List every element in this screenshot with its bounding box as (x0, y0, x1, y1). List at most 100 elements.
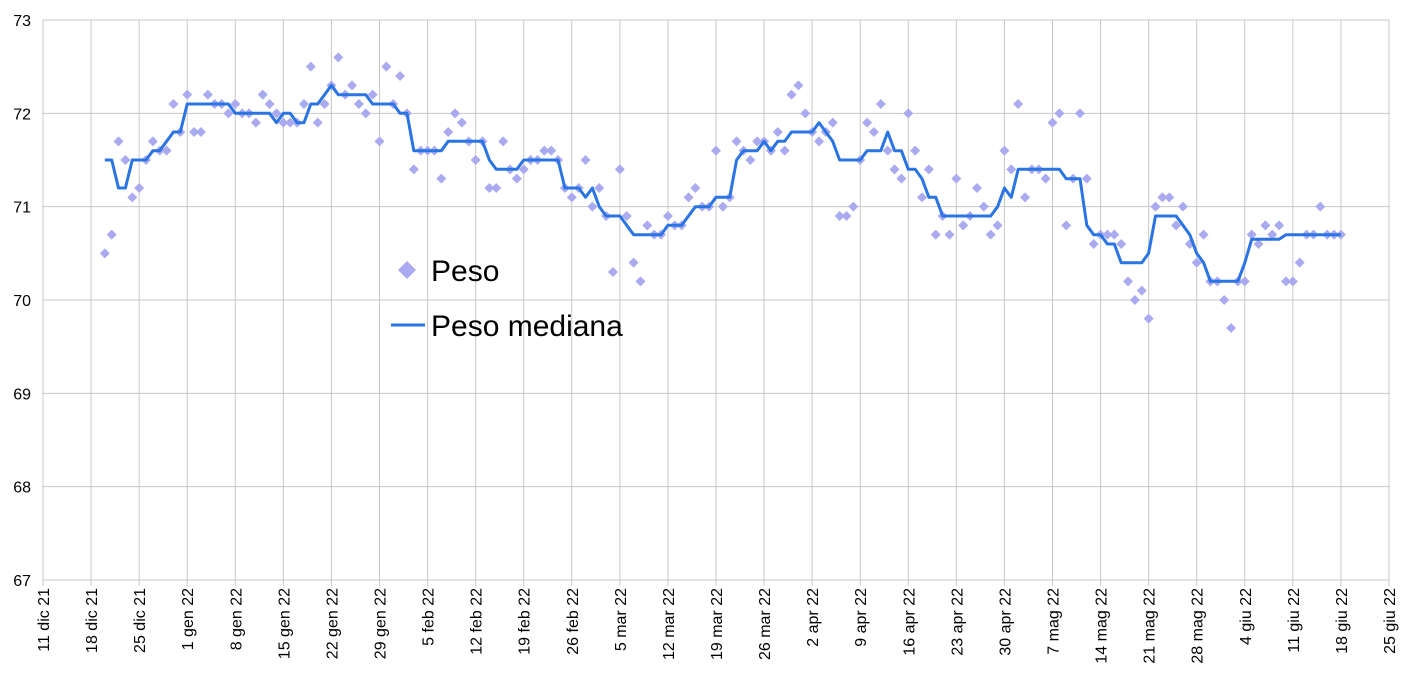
y-tick-label: 72 (13, 106, 31, 123)
point (752, 136, 763, 147)
point (450, 108, 461, 119)
point (882, 145, 893, 156)
point (1020, 192, 1031, 203)
point (875, 99, 886, 109)
point (587, 201, 598, 212)
point (147, 136, 158, 147)
point (580, 155, 591, 165)
point (99, 248, 110, 259)
point (195, 127, 206, 137)
point (298, 99, 309, 109)
point (978, 201, 989, 212)
point (360, 108, 371, 119)
x-tick-label: 21 mag 22 (1142, 588, 1159, 664)
point (910, 145, 921, 156)
point (161, 145, 172, 156)
point (1294, 257, 1305, 268)
x-tick-label: 7 mag 22 (1046, 588, 1063, 655)
point (786, 89, 797, 100)
point (202, 89, 213, 100)
point (1061, 220, 1072, 231)
point (1074, 108, 1085, 119)
point (1274, 220, 1285, 231)
y-tick-label: 71 (13, 200, 31, 217)
y-tick-label: 67 (13, 573, 31, 590)
point (683, 192, 694, 203)
x-tick-label: 25 dic 21 (132, 588, 149, 653)
x-tick-label: 26 mar 22 (757, 588, 774, 660)
x-tick-label: 22 gen 22 (324, 588, 341, 659)
point (944, 229, 955, 240)
point (594, 183, 605, 193)
point (456, 117, 467, 128)
point (1280, 276, 1291, 287)
point (614, 164, 625, 175)
point (628, 257, 639, 268)
point (1315, 201, 1326, 212)
x-tick-label: 29 gen 22 (373, 588, 390, 659)
point (271, 108, 282, 119)
point (484, 183, 495, 193)
point (566, 192, 577, 203)
point (470, 155, 481, 165)
point (1054, 108, 1065, 119)
point (1164, 192, 1175, 203)
x-tick-label: 16 apr 22 (901, 588, 918, 656)
point (1143, 313, 1154, 324)
point (1287, 276, 1298, 287)
point (230, 99, 241, 109)
x-tick-label: 28 mag 22 (1190, 588, 1207, 664)
point (1047, 117, 1058, 128)
point (930, 229, 941, 240)
point (408, 164, 419, 175)
point (1081, 173, 1092, 184)
point (319, 99, 330, 109)
point (642, 220, 653, 231)
point (779, 145, 790, 156)
point (985, 229, 996, 240)
x-tick-label: 14 mag 22 (1094, 588, 1111, 664)
legend: Peso Peso mediana (391, 255, 623, 343)
point (1013, 99, 1024, 109)
point (120, 155, 131, 165)
point (395, 71, 406, 81)
x-tick-label: 23 apr 22 (949, 588, 966, 656)
point (971, 183, 982, 193)
point (1246, 229, 1257, 240)
point (264, 99, 275, 109)
point (333, 52, 344, 63)
point (374, 136, 385, 147)
point (868, 127, 879, 137)
y-tick-label: 73 (13, 13, 31, 30)
x-tick-label: 2 apr 22 (805, 588, 822, 647)
point (223, 108, 234, 119)
point (1267, 229, 1278, 240)
point (951, 173, 962, 184)
point (999, 145, 1010, 156)
point (134, 183, 145, 193)
point (827, 117, 838, 128)
x-tick-label: 25 giu 22 (1382, 588, 1399, 654)
point (1198, 229, 1209, 240)
point (862, 117, 873, 128)
y-tick-label: 68 (13, 480, 31, 497)
point (848, 201, 859, 212)
x-tick-label: 9 apr 22 (853, 588, 870, 647)
point (285, 117, 296, 128)
point (367, 89, 378, 100)
point (113, 136, 124, 147)
point (745, 155, 756, 165)
legend-label: Peso (431, 255, 499, 288)
point (889, 164, 900, 175)
point (546, 145, 557, 156)
point (1116, 239, 1127, 249)
x-tick-label: 19 feb 22 (517, 588, 534, 655)
point (772, 127, 783, 137)
point (1136, 285, 1147, 296)
point (353, 99, 364, 109)
x-tick-label: 19 mar 22 (709, 588, 726, 660)
legend-label: Peso mediana (431, 310, 623, 343)
point (1239, 276, 1250, 287)
point (1102, 229, 1113, 240)
